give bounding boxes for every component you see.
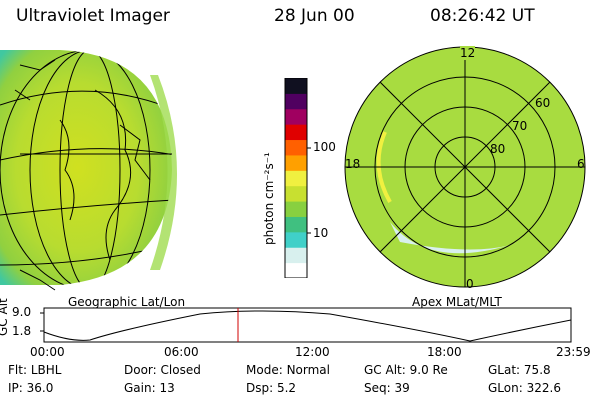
lon-line <box>59 50 121 285</box>
colorbar-cell <box>285 231 307 248</box>
time-label: 08:26:42 UT <box>430 6 535 26</box>
colorbar-cell <box>285 247 307 264</box>
colorbar-cell <box>285 185 307 202</box>
colorbar-cell <box>285 170 307 187</box>
alt-ytick-label: 9.0 <box>12 305 32 319</box>
right-panel-label: Apex MLat/MLT <box>412 295 502 309</box>
mlat-label-60: 60 <box>535 96 551 110</box>
left-panel-label: Geographic Lat/Lon <box>68 295 186 309</box>
altitude-plot-frame <box>43 307 572 343</box>
geographic-image <box>0 50 178 291</box>
mlt-label-12: 12 <box>460 46 476 60</box>
mlt-label-0: 0 <box>466 277 474 291</box>
footer-filter: Flt: LBHL <box>8 363 62 377</box>
colorbar-units-label: photon cm⁻²s⁻¹ <box>262 152 276 245</box>
colorbar-tick-label: 10 <box>313 226 329 240</box>
altitude-plot <box>40 307 572 343</box>
mlat-label-80: 80 <box>490 142 506 156</box>
mlt-label-18: 18 <box>345 157 361 171</box>
colorbar-cell <box>285 108 307 125</box>
footer-gc-alt: GC Alt: 9.0 Re <box>364 363 448 377</box>
alt-xtick-label: 23:59 <box>556 345 591 359</box>
colorbar <box>284 78 311 278</box>
mlt-meridian <box>379 81 551 253</box>
colorbar-frame <box>284 78 308 278</box>
coastline-outside <box>14 59 56 291</box>
colorbar-cell <box>285 139 307 156</box>
colorbar-cell <box>285 216 307 233</box>
colorbar-cell <box>285 78 307 94</box>
mlat-label-70: 70 <box>512 119 528 133</box>
footer-door: Door: Closed <box>124 363 201 377</box>
colorbar-cell <box>285 93 307 110</box>
lat-line <box>0 90 172 111</box>
colorbar-cell <box>285 154 307 171</box>
footer-mode: Mode: Normal <box>246 363 330 377</box>
coastline <box>94 89 132 261</box>
mlt-label-6: 6 <box>577 157 585 171</box>
lon-line <box>29 50 151 285</box>
footer-dsp: Dsp: 5.2 <box>246 381 297 395</box>
colorbar-tick-label: 100 <box>313 140 336 154</box>
orbit-altitude-curve <box>43 310 572 342</box>
lat-line <box>0 148 172 161</box>
lat-line <box>0 199 172 216</box>
alt-ylabel: GC Alt <box>0 298 10 336</box>
coastline <box>119 124 151 181</box>
earth-emission-disk <box>0 50 172 285</box>
instrument-title: Ultraviolet Imager <box>16 6 170 26</box>
footer-seq: Seq: 39 <box>364 381 410 395</box>
alt-xtick-label: 00:00 <box>30 345 65 359</box>
alt-xtick-label: 06:00 <box>164 345 199 359</box>
alt-xtick-label: 18:00 <box>427 345 462 359</box>
footer-glon: GLon: 322.6 <box>488 381 561 395</box>
footer-glat: GLat: 75.8 <box>488 363 551 377</box>
colorbar-cell <box>285 262 307 278</box>
auroral-oval-band <box>150 75 178 270</box>
coastline <box>59 119 75 221</box>
date-label: 28 Jun 00 <box>274 6 355 26</box>
footer-ip: IP: 36.0 <box>8 381 54 395</box>
alt-ytick-label: 1.8 <box>12 324 32 338</box>
colorbar-cell <box>285 124 307 141</box>
footer-gain: Gain: 13 <box>124 381 175 395</box>
alt-xtick-label: 12:00 <box>295 345 330 359</box>
colorbar-cell <box>285 201 307 217</box>
polar-plot <box>344 46 586 288</box>
